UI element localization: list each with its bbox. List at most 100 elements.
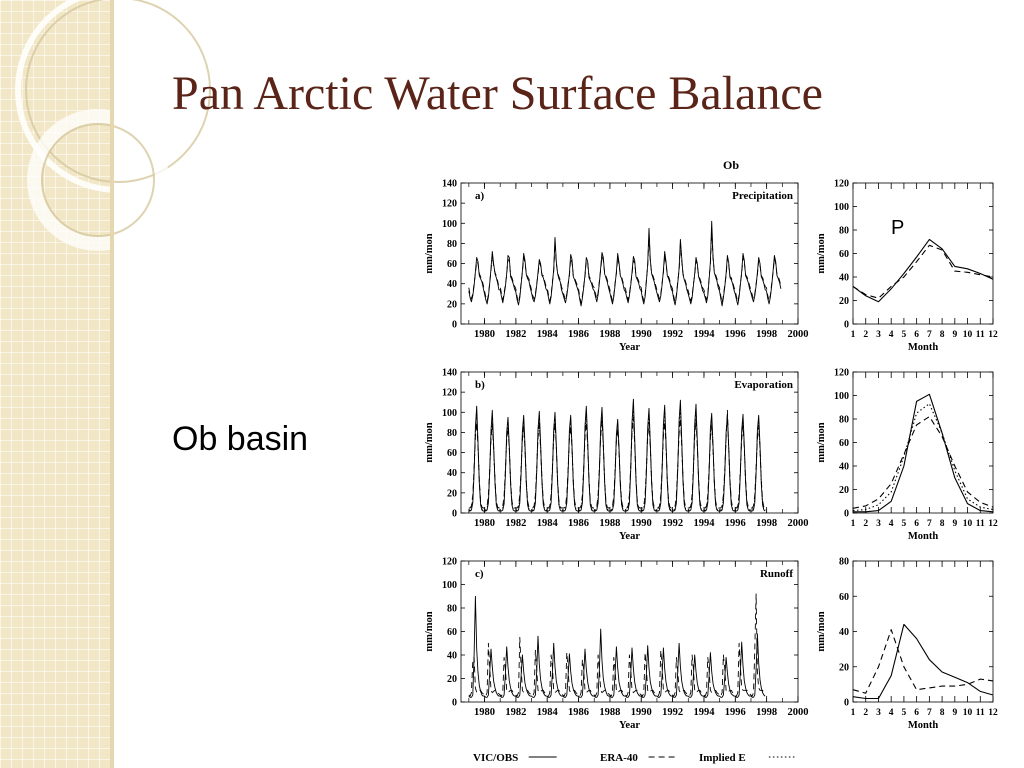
x-tick-label: 6 [914,330,919,340]
y-axis-label: mm/mon [816,422,827,462]
x-tick-label: 1998 [756,707,777,718]
sidebar-edge [110,0,114,768]
series-line-era-40 [468,593,766,697]
y-tick-label: 120 [442,199,457,210]
x-tick-label: 1980 [474,707,495,718]
x-tick-label: 9 [952,519,957,529]
x-tick-label: 1986 [568,518,589,529]
plot-frame [460,371,799,514]
x-tick-label: 1996 [725,518,746,529]
y-tick-label: 40 [447,651,457,662]
y-tick-label: 0 [452,320,457,331]
x-tick-label: 9 [952,708,957,718]
x-tick-label: 1984 [537,329,559,340]
y-tick-label: 140 [442,368,457,379]
y-tick-label: 0 [844,698,849,709]
plot-frame [460,560,799,703]
x-tick-label: 2 [863,519,868,529]
y-tick-label: 100 [442,580,457,591]
series-line-implied-e [468,407,766,511]
y-tick-label: 120 [442,557,457,568]
x-tick-label: 1 [851,519,856,529]
y-tick-label: 0 [844,320,849,331]
series-line-era-40 [852,416,994,509]
x-tick-label: 5 [902,519,907,529]
legend-item: Implied E [699,752,797,764]
x-tick-label: 1998 [756,329,777,340]
chart-panel-3: 0 20 40 60 80 100 120 140 1980 1982 1984 1986 1988 19… [424,368,809,543]
panel-annotation: Runoff [760,568,793,580]
x-tick-label: 2 [863,330,868,340]
x-tick-label: 8 [940,519,945,529]
y-tick-label: 60 [839,438,849,449]
x-tick-label: 3 [876,519,881,529]
y-tick-label: 80 [447,428,457,439]
y-tick-label: 80 [447,604,457,615]
x-tick-label: 7 [927,519,932,529]
legend-item: ERA-40 [600,752,677,764]
sidebar-decoration [0,0,221,768]
decor-circle-small [27,109,169,251]
figure-legend: VIC/OBS ERA-40 Implied E [473,752,797,764]
x-tick-label: 9 [952,330,957,340]
x-axis-label: Month [908,342,938,353]
x-tick-label: 1986 [568,329,589,340]
panel-tag: a) [475,190,485,202]
y-tick-label: 100 [442,408,457,419]
x-tick-label: 1988 [599,707,620,718]
decor-circle-small-shadow [41,123,155,237]
y-tick-label: 80 [839,415,849,426]
x-tick-label: 3 [876,708,881,718]
x-axis-label: Month [908,531,938,542]
x-tick-label: 10 [963,330,973,340]
series-line-implied-e [852,403,994,512]
x-tick-label: 11 [976,330,985,340]
y-tick-label: 40 [447,468,457,479]
basin-label: Ob basin [172,420,309,458]
y-tick-label: 80 [839,557,849,568]
plot-frame [852,560,994,703]
x-tick-label: 4 [889,708,894,718]
x-tick-label: 1982 [505,518,526,529]
y-tick-label: 60 [447,627,457,638]
x-tick-label: 5 [902,330,907,340]
x-tick-label: 1988 [599,518,620,529]
series-line-vic-obs [468,398,766,512]
panel-annotation: Evaporation [734,379,793,391]
x-tick-label: 1 [851,708,856,718]
chart-panel-1: 0 20 40 60 80 100 120 140 1980 1982 1984 1986 1988 19… [424,179,809,354]
y-tick-label: 120 [442,388,457,399]
y-tick-label: 100 [442,219,457,230]
x-tick-label: 1998 [756,518,777,529]
y-tick-label: 60 [447,448,457,459]
x-tick-label: 3 [876,330,881,340]
y-tick-label: 60 [447,259,457,270]
y-tick-label: 0 [844,509,849,520]
x-tick-label: 1994 [693,329,715,340]
x-tick-label: 1980 [474,329,495,340]
panel-annotation: Precipitation [732,190,793,202]
decorative-circles [15,0,221,251]
y-tick-label: 20 [839,662,849,673]
x-tick-label: 2000 [788,707,809,718]
x-tick-label: 6 [914,519,919,529]
series-line-era-40 [468,228,782,304]
y-axis-label: mm/mon [816,611,827,651]
x-tick-label: 8 [940,330,945,340]
slide-title: Pan Arctic Water Surface Balance [172,67,823,120]
x-tick-label: 1994 [693,518,715,529]
x-tick-label: 1982 [505,707,526,718]
x-tick-label: 7 [927,330,932,340]
x-tick-label: 12 [988,330,998,340]
series-line-era-40 [852,244,994,299]
y-tick-label: 40 [447,279,457,290]
y-axis-label: mm/mon [424,422,435,462]
legend-label: ERA-40 [600,752,638,764]
y-tick-label: 20 [839,485,849,496]
y-axis-label: mm/mon [424,611,435,651]
x-tick-label: 1986 [568,707,589,718]
series-line-vic-obs [853,393,994,513]
y-tick-label: 100 [834,391,849,402]
